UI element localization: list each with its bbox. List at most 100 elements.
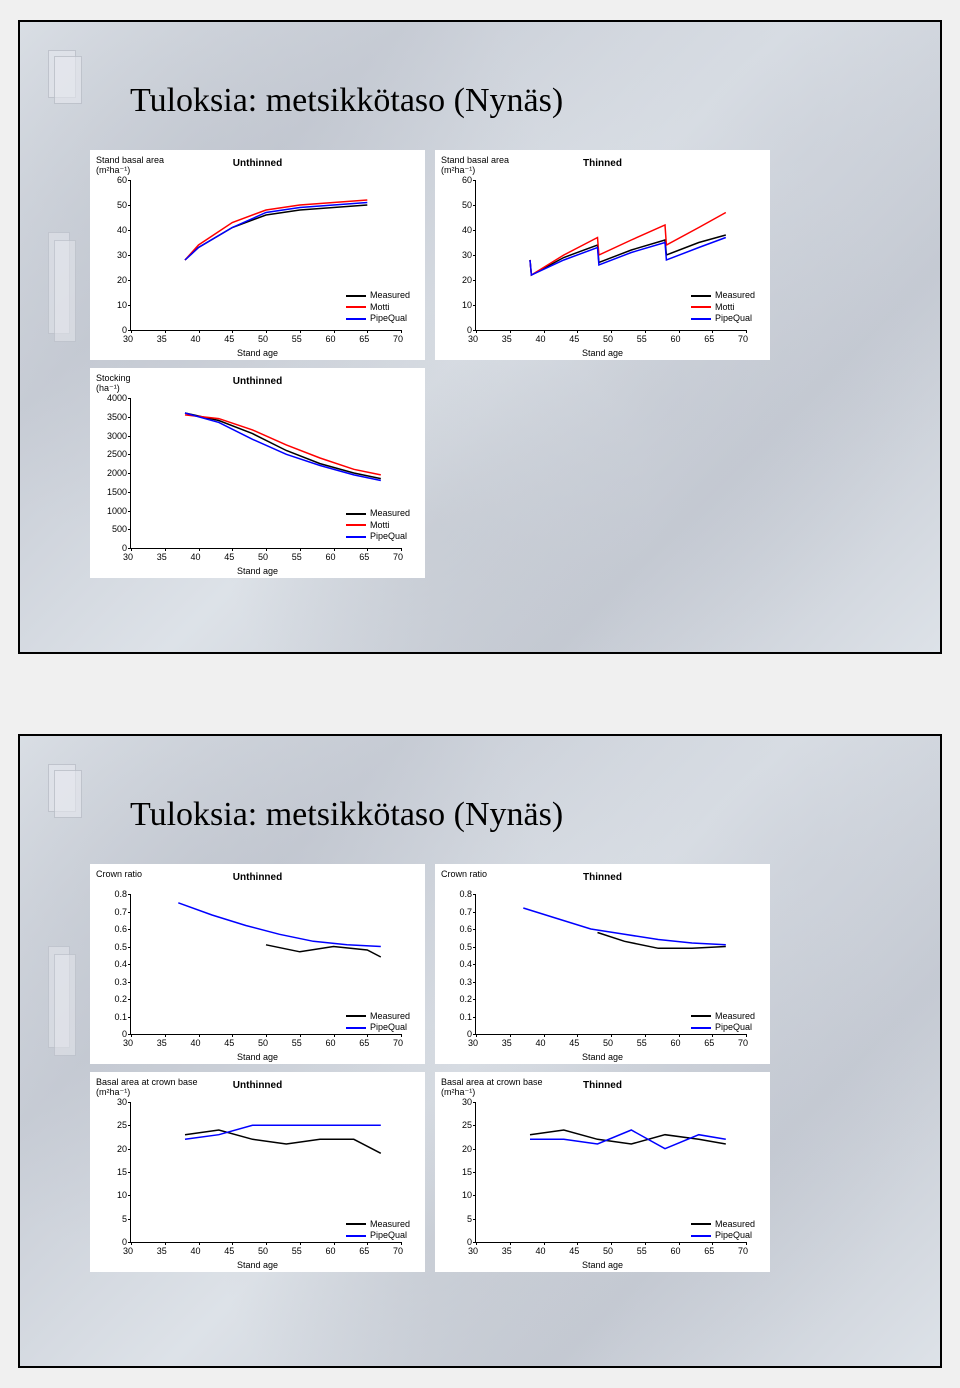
legend-swatch (346, 306, 366, 308)
chart-basal-crownbase-thinned: Basal area at crown base(m²ha⁻¹)ThinnedS… (435, 1072, 770, 1272)
chart-subtitle: Unthinned (233, 376, 282, 387)
y-tick-label: 0.6 (93, 924, 127, 934)
x-tick-label: 40 (191, 552, 201, 562)
y-tick-label: 40 (93, 225, 127, 235)
y-tick-label: 0.6 (438, 924, 472, 934)
y-tick-label: 0.2 (438, 994, 472, 1004)
y-tick-label: 0.1 (438, 1012, 472, 1022)
x-tick-label: 45 (224, 1246, 234, 1256)
x-tick-label: 70 (738, 1038, 748, 1048)
legend: MeasuredPipeQual (691, 1011, 755, 1034)
x-tick-label: 35 (502, 334, 512, 344)
y-tick-label: 0.4 (93, 959, 127, 969)
chart-subtitle: Thinned (583, 872, 622, 883)
x-axis-label: Stand age (237, 1260, 278, 1270)
y-tick-label: 0 (438, 1237, 472, 1247)
x-tick-label: 60 (326, 552, 336, 562)
y-tick-label: 10 (93, 300, 127, 310)
x-tick-label: 35 (157, 1246, 167, 1256)
series-line (185, 415, 381, 475)
legend-label: PipeQual (370, 313, 407, 325)
y-tick-label: 20 (438, 275, 472, 285)
x-tick-label: 45 (224, 334, 234, 344)
slide-2-content: Tuloksia: metsikkötaso (Nynäs) Crown rat… (20, 736, 940, 1366)
y-tick-label: 25 (93, 1120, 127, 1130)
x-tick-label: 30 (123, 1038, 133, 1048)
y-tick-label: 0.4 (438, 959, 472, 969)
chart-subtitle: Unthinned (233, 1080, 282, 1091)
y-tick-label: 2500 (93, 449, 127, 459)
y-tick-label: 10 (438, 300, 472, 310)
chart-basal-unthinned: Stand basal area(m²ha⁻¹)UnthinnedStand a… (90, 150, 425, 360)
y-tick-label: 0 (93, 1029, 127, 1039)
y-tick-label: 5 (93, 1214, 127, 1224)
y-tick-label: 30 (438, 250, 472, 260)
y-tick-label: 0.5 (438, 942, 472, 952)
y-axis-label: Basal area at crown base(m²ha⁻¹) (96, 1078, 198, 1098)
y-tick-label: 0.1 (93, 1012, 127, 1022)
y-tick-label: 5 (438, 1214, 472, 1224)
legend: MeasuredMottiPipeQual (346, 508, 410, 543)
legend-item: PipeQual (346, 1022, 410, 1034)
y-axis-label: Crown ratio (96, 870, 142, 880)
x-axis-label: Stand age (237, 1052, 278, 1062)
x-axis-label: Stand age (582, 1052, 623, 1062)
legend-item: PipeQual (346, 531, 410, 543)
chart-subtitle: Thinned (583, 1080, 622, 1091)
x-tick-label: 60 (326, 1038, 336, 1048)
x-tick-label: 30 (123, 1246, 133, 1256)
slide-title: Tuloksia: metsikkötaso (Nynäs) (130, 796, 910, 834)
y-axis-label: Stand basal area(m²ha⁻¹) (441, 156, 509, 176)
x-tick-label: 60 (326, 1246, 336, 1256)
x-tick-label: 70 (393, 1246, 403, 1256)
x-tick-label: 50 (603, 1038, 613, 1048)
chart-row: Crown ratioUnthinnedStand age00.10.20.30… (90, 864, 910, 1064)
y-axis-label: Basal area at crown base(m²ha⁻¹) (441, 1078, 543, 1098)
y-tick-label: 0.7 (438, 907, 472, 917)
decor-box (54, 240, 76, 342)
legend: MeasuredPipeQual (346, 1219, 410, 1242)
x-tick-label: 50 (258, 1038, 268, 1048)
legend-label: PipeQual (370, 1230, 407, 1242)
y-tick-label: 1500 (93, 487, 127, 497)
legend-swatch (346, 513, 366, 515)
series-line (266, 945, 381, 957)
legend-label: Measured (715, 1011, 755, 1023)
x-tick-label: 40 (536, 1038, 546, 1048)
x-tick-label: 70 (393, 552, 403, 562)
legend-swatch (691, 1015, 711, 1017)
legend-label: PipeQual (370, 531, 407, 543)
legend-item: Measured (691, 1219, 755, 1231)
x-tick-label: 65 (359, 334, 369, 344)
legend-item: PipeQual (691, 313, 755, 325)
slide-title: Tuloksia: metsikkötaso (Nynäs) (130, 82, 910, 120)
x-tick-label: 50 (258, 1246, 268, 1256)
x-tick-label: 55 (637, 1038, 647, 1048)
chart-subtitle: Unthinned (233, 158, 282, 169)
legend-swatch (346, 1223, 366, 1225)
x-tick-label: 40 (191, 1246, 201, 1256)
legend-label: Motti (370, 520, 390, 532)
legend-label: Measured (370, 290, 410, 302)
legend-label: Motti (715, 302, 735, 314)
x-tick-label: 50 (603, 334, 613, 344)
x-tick-label: 45 (224, 1038, 234, 1048)
chart-row: Stand basal area(m²ha⁻¹)UnthinnedStand a… (90, 150, 910, 360)
chart-subtitle: Thinned (583, 158, 622, 169)
y-tick-label: 0.8 (438, 889, 472, 899)
y-tick-label: 0 (438, 1029, 472, 1039)
x-tick-label: 45 (569, 1038, 579, 1048)
x-tick-label: 50 (258, 552, 268, 562)
x-tick-label: 30 (468, 1246, 478, 1256)
y-tick-label: 50 (93, 200, 127, 210)
y-tick-label: 60 (93, 175, 127, 185)
legend-label: Measured (715, 1219, 755, 1231)
legend-item: PipeQual (691, 1230, 755, 1242)
x-tick-label: 50 (258, 334, 268, 344)
y-tick-label: 1000 (93, 506, 127, 516)
series-line (185, 1125, 381, 1139)
legend-swatch (346, 295, 366, 297)
legend-swatch (346, 318, 366, 320)
legend-item: Measured (346, 1011, 410, 1023)
x-tick-label: 40 (191, 1038, 201, 1048)
